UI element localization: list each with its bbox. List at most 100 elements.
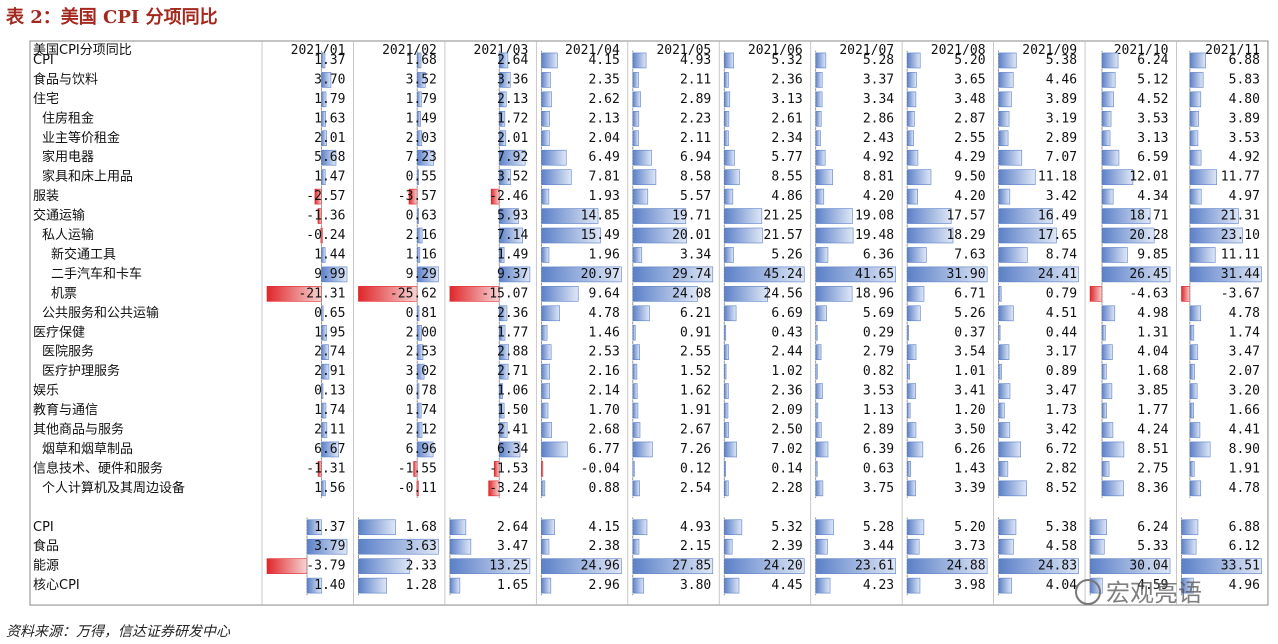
value-cell: 3.70 bbox=[314, 72, 345, 87]
positive-bar bbox=[998, 538, 1014, 555]
value-cell: -3.24 bbox=[489, 481, 528, 496]
header-cell: 2021/10 bbox=[1114, 43, 1169, 58]
value-cell: 4.23 bbox=[863, 578, 894, 593]
value-cell: 2.67 bbox=[680, 423, 711, 438]
positive-bar bbox=[632, 247, 643, 263]
value-cell: 9.29 bbox=[406, 267, 437, 282]
positive-bar bbox=[815, 519, 834, 536]
positive-bar bbox=[1189, 383, 1198, 399]
positive-bar bbox=[1189, 130, 1199, 147]
positive-bar bbox=[723, 188, 734, 205]
value-cell: 4.98 bbox=[1137, 306, 1168, 321]
value-cell: 16.49 bbox=[1038, 209, 1077, 224]
positive-bar bbox=[998, 363, 1002, 380]
value-cell: 3.89 bbox=[1046, 92, 1077, 107]
value-cell: 41.65 bbox=[855, 267, 894, 282]
value-cell: 2.03 bbox=[406, 131, 437, 146]
value-cell: 12.01 bbox=[1129, 170, 1168, 185]
positive-bar bbox=[815, 130, 821, 147]
value-cell: 2.36 bbox=[771, 72, 802, 87]
positive-bar bbox=[906, 519, 925, 536]
positive-bar bbox=[632, 577, 645, 594]
positive-bar bbox=[541, 441, 568, 458]
value-cell: 3.48 bbox=[954, 92, 985, 107]
value-cell: 4.04 bbox=[1137, 345, 1168, 360]
value-cell: 2.68 bbox=[588, 423, 619, 438]
value-cell: 1.72 bbox=[497, 111, 528, 126]
positive-bar bbox=[632, 52, 647, 69]
positive-bar bbox=[1181, 538, 1197, 555]
value-cell: 3.85 bbox=[1137, 384, 1168, 399]
row-label: 教育与通信 bbox=[33, 402, 98, 418]
value-cell: -25.62 bbox=[390, 286, 437, 301]
positive-bar bbox=[541, 402, 549, 419]
value-cell: 1.96 bbox=[588, 247, 619, 262]
positive-bar bbox=[1101, 441, 1125, 458]
positive-bar bbox=[632, 363, 638, 380]
value-cell: 2.11 bbox=[680, 72, 711, 87]
value-cell: 6.24 bbox=[1137, 520, 1168, 535]
value-cell: 2.86 bbox=[863, 111, 894, 126]
value-cell: 11.18 bbox=[1038, 170, 1077, 185]
watermark-icon bbox=[1075, 579, 1101, 605]
value-cell: 0.79 bbox=[1046, 286, 1077, 301]
value-cell: 2.15 bbox=[680, 539, 711, 554]
value-cell: 2.54 bbox=[680, 481, 711, 496]
positive-bar bbox=[723, 422, 729, 438]
header-cell: 美国CPI分项同比 bbox=[33, 43, 132, 58]
positive-bar bbox=[1101, 461, 1110, 477]
row-label: 私人运输 bbox=[42, 227, 94, 243]
value-cell: 3.53 bbox=[863, 384, 894, 399]
positive-bar bbox=[1189, 305, 1202, 322]
value-cell: 4.93 bbox=[680, 520, 711, 535]
value-cell: 6.39 bbox=[863, 442, 894, 457]
value-cell: 2.91 bbox=[314, 364, 345, 379]
value-cell: 5.57 bbox=[680, 189, 711, 204]
value-cell: 1.47 bbox=[314, 170, 345, 185]
value-cell: 3.79 bbox=[314, 539, 345, 554]
value-cell: 1.50 bbox=[497, 403, 528, 418]
value-cell: 30.04 bbox=[1129, 559, 1168, 574]
value-cell: 15.49 bbox=[581, 228, 620, 243]
value-cell: -15.07 bbox=[481, 286, 528, 301]
positive-bar bbox=[1101, 91, 1114, 108]
positive-bar bbox=[723, 52, 734, 69]
positive-bar bbox=[815, 577, 831, 594]
value-cell: 6.59 bbox=[1137, 150, 1168, 165]
value-cell: 4.15 bbox=[588, 53, 619, 68]
positive-bar bbox=[541, 383, 550, 399]
value-cell: 3.36 bbox=[497, 72, 528, 87]
positive-bar bbox=[906, 149, 919, 166]
positive-bar bbox=[723, 383, 729, 399]
positive-bar bbox=[815, 227, 854, 244]
positive-bar bbox=[632, 91, 641, 108]
value-cell: 20.28 bbox=[1129, 228, 1168, 243]
value-cell: 5.28 bbox=[863, 53, 894, 68]
value-cell: 4.15 bbox=[588, 520, 619, 535]
value-cell: 2.43 bbox=[863, 131, 894, 146]
value-cell: 3.17 bbox=[1046, 345, 1077, 360]
positive-bar bbox=[541, 72, 551, 88]
value-cell: -21.31 bbox=[298, 286, 345, 301]
header-cell: 2021/03 bbox=[474, 43, 529, 58]
value-cell: 2.74 bbox=[314, 345, 345, 360]
positive-bar bbox=[541, 91, 552, 108]
value-cell: 3.89 bbox=[1229, 111, 1260, 126]
positive-bar bbox=[358, 577, 387, 594]
value-cell: 0.89 bbox=[1046, 364, 1077, 379]
value-cell: 1.37 bbox=[314, 520, 345, 535]
positive-bar bbox=[906, 91, 917, 108]
value-cell: 19.71 bbox=[672, 209, 711, 224]
value-cell: 24.88 bbox=[946, 559, 985, 574]
positive-bar bbox=[1189, 111, 1200, 127]
row-label: 其他商品与服务 bbox=[33, 422, 124, 438]
value-cell: 7.81 bbox=[588, 170, 619, 185]
value-cell: 0.55 bbox=[406, 170, 437, 185]
positive-bar bbox=[632, 383, 638, 399]
positive-bar bbox=[723, 402, 729, 419]
value-cell: 18.71 bbox=[1129, 209, 1168, 224]
value-cell: 26.45 bbox=[1129, 267, 1168, 282]
value-cell: 0.12 bbox=[680, 461, 711, 476]
value-cell: 4.58 bbox=[1046, 539, 1077, 554]
value-cell: 2.12 bbox=[406, 423, 437, 438]
